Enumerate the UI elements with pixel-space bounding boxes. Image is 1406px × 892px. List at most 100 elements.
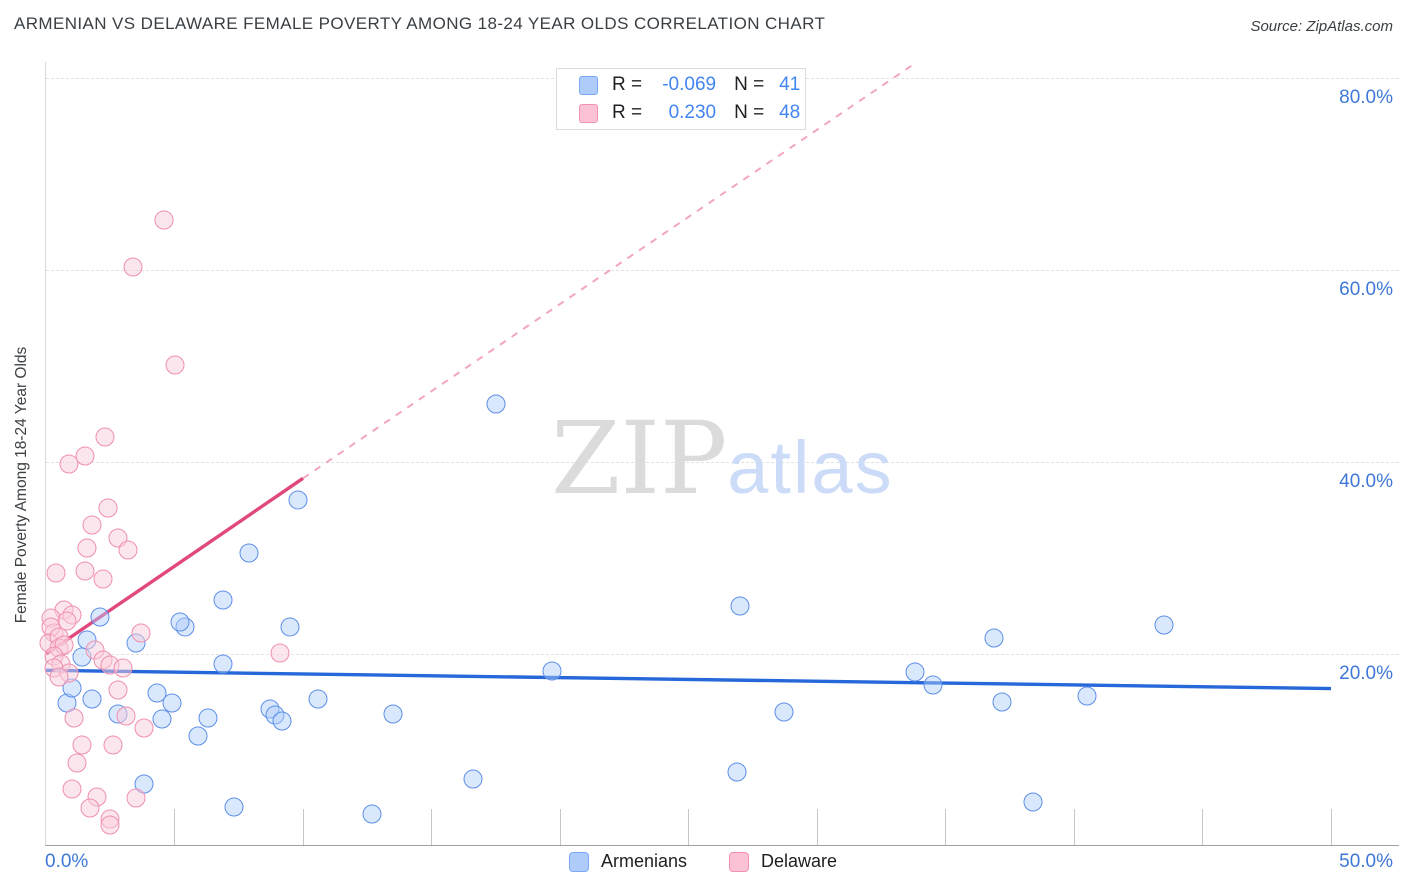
y-tick-label-40: 40.0%	[1339, 471, 1393, 492]
series-legend: Armenians Delaware	[0, 851, 1406, 872]
armenians-data-point	[463, 769, 483, 789]
page-title: ARMENIAN VS DELAWARE FEMALE POVERTY AMON…	[14, 14, 826, 33]
armenians-data-point	[1154, 615, 1174, 635]
gridline-40	[46, 462, 1399, 463]
armenians-data-point	[923, 675, 943, 695]
plot-area: ZIP atlas	[39, 62, 1399, 846]
armenians-data-point	[90, 607, 110, 627]
x-tick-30	[816, 809, 818, 845]
delaware-data-point	[126, 788, 146, 808]
x-tick-45	[1202, 809, 1203, 845]
x-tick-5	[174, 809, 175, 845]
armenians-swatch-icon	[579, 75, 598, 95]
r-label: R =	[612, 74, 643, 95]
delaware-data-point	[62, 779, 82, 799]
n-label: N =	[734, 74, 765, 95]
delaware-data-point	[98, 498, 118, 518]
armenians-data-point	[486, 394, 506, 414]
delaware-legend-label: Delaware	[761, 851, 838, 871]
x-tick-25	[688, 809, 689, 845]
gridline-60	[46, 270, 1399, 271]
armenians-data-point	[1077, 686, 1097, 706]
delaware-data-point	[123, 257, 143, 277]
gridline-20	[46, 654, 1399, 655]
armenians-data-point	[730, 596, 750, 616]
delaware-swatch-icon	[579, 103, 598, 123]
trend-lines	[46, 62, 1332, 691]
delaware-data-point	[72, 735, 92, 755]
y-tick-label-80: 80.0%	[1339, 87, 1393, 108]
source-attribution: Source: ZipAtlas.com	[1250, 18, 1393, 35]
delaware-data-point	[95, 427, 115, 447]
delaware-data-point	[82, 515, 102, 535]
delaware-data-point	[270, 643, 290, 663]
n-label: N =	[734, 102, 765, 123]
armenians-data-point	[147, 683, 166, 703]
armenians-data-point	[82, 689, 102, 709]
legend-row-delaware: R = 0.230 N = 48	[579, 101, 805, 126]
delaware-data-point	[77, 538, 97, 558]
armenians-data-point	[239, 543, 259, 563]
armenians-data-point	[152, 709, 172, 729]
armenians-data-point	[308, 689, 328, 709]
r-value-armenians: -0.069	[662, 74, 717, 95]
r-label: R =	[612, 102, 643, 123]
armenians-data-point	[213, 590, 233, 610]
y-tick-label-20: 20.0%	[1339, 663, 1393, 684]
delaware-data-point	[59, 454, 79, 474]
armenians-legend-label: Armenians	[600, 851, 687, 871]
delaware-data-point	[113, 658, 133, 678]
armenians-data-point	[727, 762, 747, 782]
legend-row-armenians: R = -0.069 N = 41	[579, 73, 805, 98]
armenians-data-point	[162, 693, 182, 713]
armenians-data-point	[280, 617, 300, 637]
n-value-delaware: 48	[779, 102, 801, 123]
r-value-delaware: 0.230	[668, 102, 717, 123]
delaware-data-point	[154, 210, 174, 230]
armenians-data-point	[905, 662, 925, 682]
armenians-data-point	[542, 661, 562, 681]
armenians-data-point	[188, 726, 208, 746]
delaware-data-point	[103, 735, 123, 755]
x-tick-20	[559, 809, 561, 845]
y-tick-label-60: 60.0%	[1339, 279, 1393, 300]
delaware-data-point	[165, 355, 184, 375]
y-axis-title: Female Poverty Among 18-24 Year Olds	[13, 346, 30, 624]
delaware-data-point	[100, 815, 120, 835]
delaware-data-point	[116, 706, 136, 726]
armenians-swatch-icon	[568, 851, 589, 872]
delaware-data-point	[75, 561, 95, 581]
delaware-data-point	[134, 718, 154, 738]
armenians-data-point	[383, 704, 403, 724]
armenians-data-point	[362, 804, 382, 824]
delaware-data-point	[131, 623, 151, 643]
x-tick-50	[1330, 809, 1332, 845]
delaware-data-point	[49, 667, 69, 687]
delaware-data-point	[108, 680, 128, 700]
armenians-data-point	[198, 708, 218, 728]
delaware-data-point	[80, 798, 100, 818]
delaware-data-point	[46, 563, 66, 583]
armenians-data-point	[213, 654, 233, 674]
x-tick-15	[431, 809, 432, 845]
armenians-data-point	[272, 711, 292, 731]
x-axis-max-label: 50.0%	[1339, 851, 1393, 872]
delaware-data-point	[93, 569, 113, 589]
armenians-data-point	[992, 692, 1012, 712]
correlation-stats-legend: R = -0.069 N = 41 R = 0.230 N = 48	[556, 68, 806, 130]
delaware-data-point	[118, 540, 138, 560]
armenians-data-point	[170, 612, 190, 632]
delaware-swatch-icon	[729, 851, 749, 872]
armenians-data-point	[224, 797, 244, 817]
x-tick-40	[1073, 809, 1075, 845]
armenians-data-point	[1023, 792, 1043, 812]
armenians-data-point	[288, 490, 308, 510]
armenians-data-point	[774, 702, 794, 722]
x-tick-10	[302, 809, 304, 845]
delaware-data-point	[64, 708, 84, 728]
x-tick-35	[945, 809, 946, 845]
x-axis-min-label: 0.0%	[45, 851, 89, 872]
n-value-armenians: 41	[779, 74, 801, 95]
delaware-data-point	[67, 753, 87, 773]
